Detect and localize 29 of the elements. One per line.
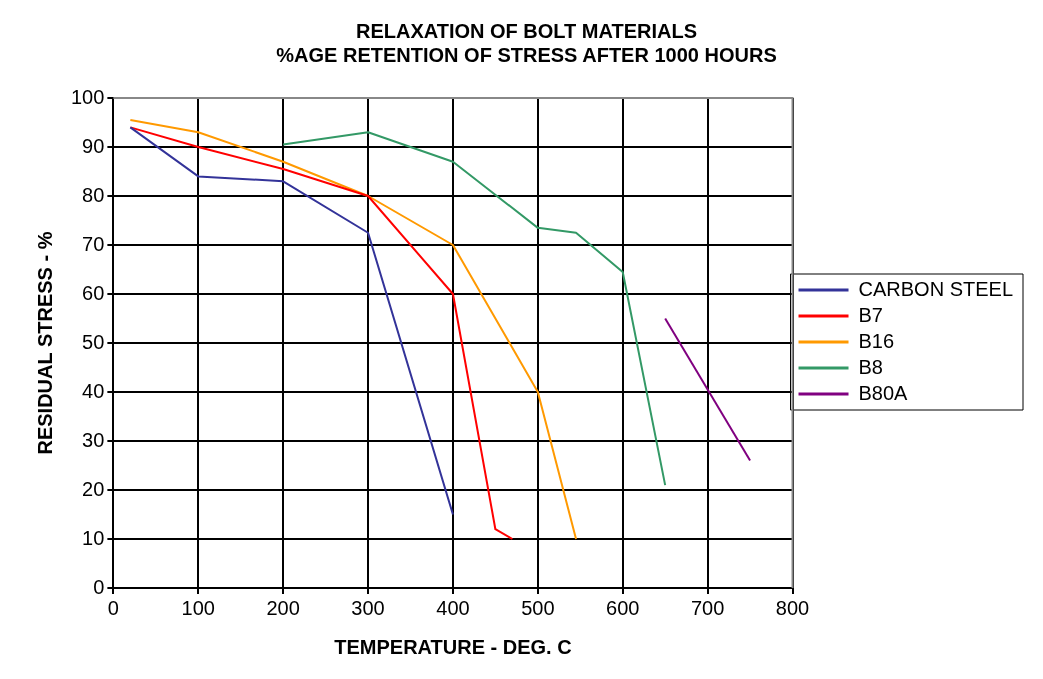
- y-tick-label: 50: [82, 330, 105, 353]
- y-tick-label: 100: [70, 85, 105, 108]
- text: %AGE RETENTION OF STRESS AFTER 1000 HOURS: [276, 43, 777, 66]
- x-axis-title: TEMPERATURE - DEG. C: [334, 635, 572, 658]
- text: RELAXATION OF BOLT MATERIALS: [355, 19, 698, 42]
- legend-label: B80A: [858, 381, 909, 404]
- y-tick-label: 80: [82, 183, 105, 206]
- y-tick-label: 20: [82, 477, 105, 500]
- y-tick-label: 90: [82, 134, 105, 157]
- y-tick-label: 0: [93, 575, 105, 598]
- y-tick-label: 60: [82, 281, 105, 304]
- x-tick-label: 700: [690, 596, 725, 619]
- legend-label: B7: [858, 303, 883, 326]
- legend-label: B16: [858, 329, 895, 352]
- x-tick-label: 200: [266, 596, 300, 619]
- y-axis-title: RESIDUAL STRESS - %: [33, 231, 56, 455]
- y-tick-label: 30: [82, 428, 105, 451]
- y-tick-label: 40: [82, 379, 105, 402]
- x-tick-label: 100: [181, 596, 215, 619]
- x-tick-label: 400: [436, 596, 470, 619]
- y-tick-label: 10: [82, 526, 105, 549]
- x-tick-label: 800: [775, 596, 810, 619]
- x-tick-label: 300: [351, 596, 385, 619]
- x-tick-label: 600: [606, 596, 640, 619]
- legend-label: B8: [858, 355, 883, 378]
- y-tick-label: 70: [82, 232, 105, 255]
- x-tick-label: 0: [107, 596, 119, 619]
- legend-label: CARBON STEEL: [858, 277, 1013, 300]
- x-tick-label: 500: [521, 596, 555, 619]
